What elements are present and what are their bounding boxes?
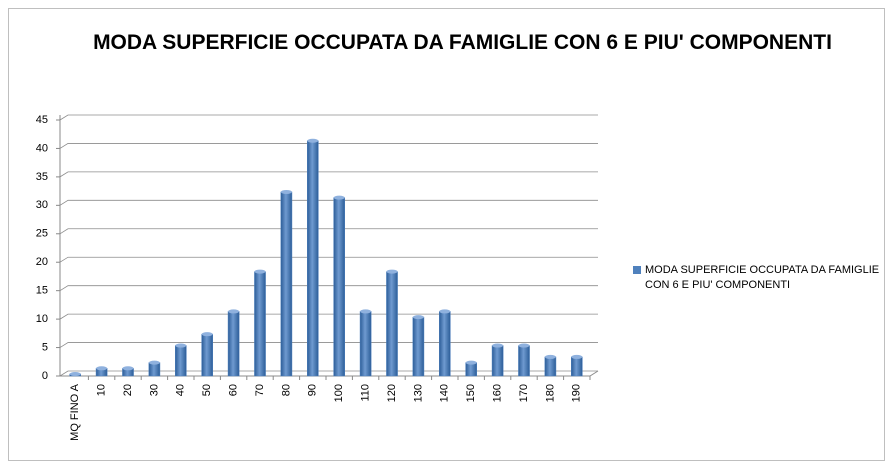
- x-tick-label: 130: [412, 384, 424, 402]
- y-tick-label: 10: [36, 313, 48, 325]
- y-tick-label: 30: [36, 199, 48, 211]
- legend-key: [633, 266, 641, 274]
- bar: [518, 345, 530, 377]
- x-tick-label: 110: [360, 384, 372, 402]
- y-tick-label: 45: [36, 114, 48, 126]
- bar: [227, 311, 240, 377]
- bar-top: [492, 343, 504, 348]
- x-tick-label: 30: [148, 384, 160, 396]
- bar-top: [544, 354, 556, 359]
- chart-frame: [8, 8, 885, 461]
- y-tick-label: 5: [42, 341, 48, 353]
- bar: [307, 140, 319, 377]
- bar: [254, 271, 266, 377]
- bar: [412, 316, 425, 377]
- y-tick-label: 25: [36, 228, 48, 240]
- x-tick-label: 100: [333, 384, 345, 402]
- chart-title: MODA SUPERFICIE OCCUPATA DA FAMIGLIE CON…: [93, 31, 832, 54]
- x-tick-label: 160: [492, 384, 504, 402]
- x-tick-label: 50: [201, 384, 213, 396]
- x-tick-label: 60: [228, 384, 240, 396]
- x-tick-label: 150: [465, 384, 477, 402]
- bar-top: [228, 309, 240, 314]
- grid-line: [59, 228, 598, 235]
- x-tick-label: 20: [122, 384, 134, 396]
- y-tick-label: 35: [36, 171, 48, 183]
- x-tick-label: 190: [571, 384, 583, 402]
- bar-top: [69, 372, 81, 376]
- bar-top: [518, 343, 530, 348]
- legend-label: MODA SUPERFICIE OCCUPATA DA FAMIGLIE CON…: [645, 264, 880, 291]
- bar: [491, 345, 504, 377]
- bar: [333, 197, 345, 377]
- x-tick-label: 90: [307, 384, 319, 396]
- bar-top: [307, 138, 319, 143]
- bar-top: [571, 354, 583, 359]
- x-tick-label: MQ FINO A: [69, 383, 81, 441]
- bar: [148, 362, 161, 377]
- y-tick-label: 40: [36, 142, 48, 154]
- x-tick-label: 40: [175, 384, 187, 396]
- bar-top: [386, 269, 398, 274]
- bar: [386, 271, 398, 377]
- x-tick-label: 80: [280, 384, 292, 396]
- x-tick-label: 180: [544, 384, 556, 402]
- x-tick-label: 70: [254, 384, 266, 396]
- bar: [439, 311, 451, 377]
- bar-top: [412, 315, 424, 320]
- x-tick-label: 140: [439, 384, 451, 402]
- bar: [465, 362, 477, 377]
- x-tick-label: 120: [386, 384, 398, 402]
- bar: [175, 345, 187, 377]
- grid-line: [59, 171, 598, 178]
- bar-top: [280, 189, 292, 194]
- bar-top: [360, 309, 372, 314]
- bar-top: [439, 309, 451, 314]
- grid-line: [59, 256, 598, 263]
- y-tick-label: 20: [36, 256, 48, 268]
- x-tick-label: 170: [518, 384, 530, 402]
- bar-top: [333, 195, 345, 200]
- bar: [201, 333, 213, 377]
- bar: [359, 311, 372, 377]
- bar-top: [201, 332, 213, 337]
- bar-top: [96, 366, 108, 371]
- grid-line: [59, 285, 598, 292]
- bar: [544, 356, 557, 377]
- y-tick-label: 15: [36, 285, 48, 297]
- grid-line: [59, 143, 598, 149]
- grid-line: [59, 114, 598, 121]
- grid-line: [59, 199, 598, 206]
- x-tick-label: 10: [96, 384, 108, 396]
- grid-line: [59, 313, 598, 320]
- bar-top: [122, 366, 134, 371]
- bar-top: [175, 343, 187, 348]
- bar: [280, 191, 293, 377]
- bar-top: [465, 360, 477, 365]
- bar-top: [148, 360, 160, 365]
- bar: [571, 356, 583, 377]
- y-tick-label: 0: [42, 370, 48, 382]
- legend: MODA SUPERFICIE OCCUPATA DA FAMIGLIE CON…: [633, 263, 883, 293]
- bar-top: [254, 269, 266, 274]
